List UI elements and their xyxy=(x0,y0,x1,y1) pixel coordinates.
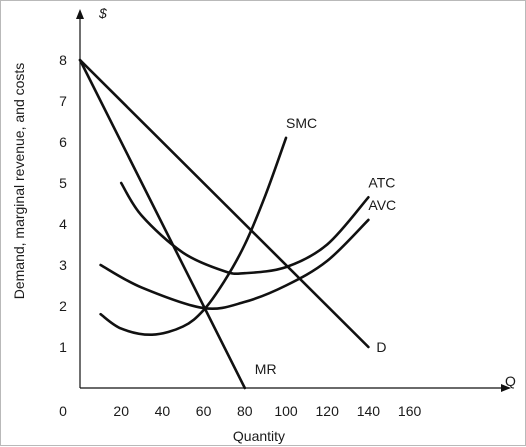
axes: 0 20 40 60 80 100 120 140 160 1 2 3 4 5 6 7 8 xyxy=(59,9,511,419)
y-tick-label-4: 4 xyxy=(59,216,67,232)
label-d: D xyxy=(376,339,386,355)
x-tick-label-160: 160 xyxy=(398,403,422,419)
y-tick-label-8: 8 xyxy=(59,52,67,68)
x-tick-label-0: 0 xyxy=(59,403,67,419)
label-smc: SMC xyxy=(286,115,317,131)
labels: Q $ Quantity Demand, marginal revenue, and … xyxy=(11,5,516,444)
x-tick-label-40: 40 xyxy=(155,403,171,419)
y-tick-label-7: 7 xyxy=(59,93,67,109)
label-avc: AVC xyxy=(368,197,396,213)
curve-smc xyxy=(99,136,288,337)
curves xyxy=(78,58,370,390)
y-axis-title: Demand, marginal revenue, and costs xyxy=(11,63,27,300)
curve-atc xyxy=(119,181,370,276)
x-axis-title: Quantity xyxy=(233,428,285,444)
y-axis-end-label: $ xyxy=(98,5,107,21)
label-atc: ATC xyxy=(368,174,395,190)
x-tick-label-80: 80 xyxy=(237,403,253,419)
curve-mr xyxy=(78,58,247,390)
x-tick-label-140: 140 xyxy=(357,403,381,419)
x-tick-label-60: 60 xyxy=(196,403,212,419)
x-tick-label-120: 120 xyxy=(316,403,340,419)
x-axis-arrow xyxy=(501,384,511,392)
x-axis-end-label: Q xyxy=(505,373,516,389)
y-tick-label-1: 1 xyxy=(59,339,67,355)
x-tick-label-20: 20 xyxy=(113,403,129,419)
curve-avc xyxy=(99,218,370,310)
curve-d xyxy=(78,58,370,349)
y-tick-label-6: 6 xyxy=(59,134,67,150)
y-axis-arrow xyxy=(76,9,84,19)
label-mr: MR xyxy=(255,361,277,377)
y-tick-label-5: 5 xyxy=(59,175,67,191)
y-tick-label-2: 2 xyxy=(59,298,67,314)
y-tick-label-3: 3 xyxy=(59,257,67,273)
x-tick-label-100: 100 xyxy=(274,403,298,419)
